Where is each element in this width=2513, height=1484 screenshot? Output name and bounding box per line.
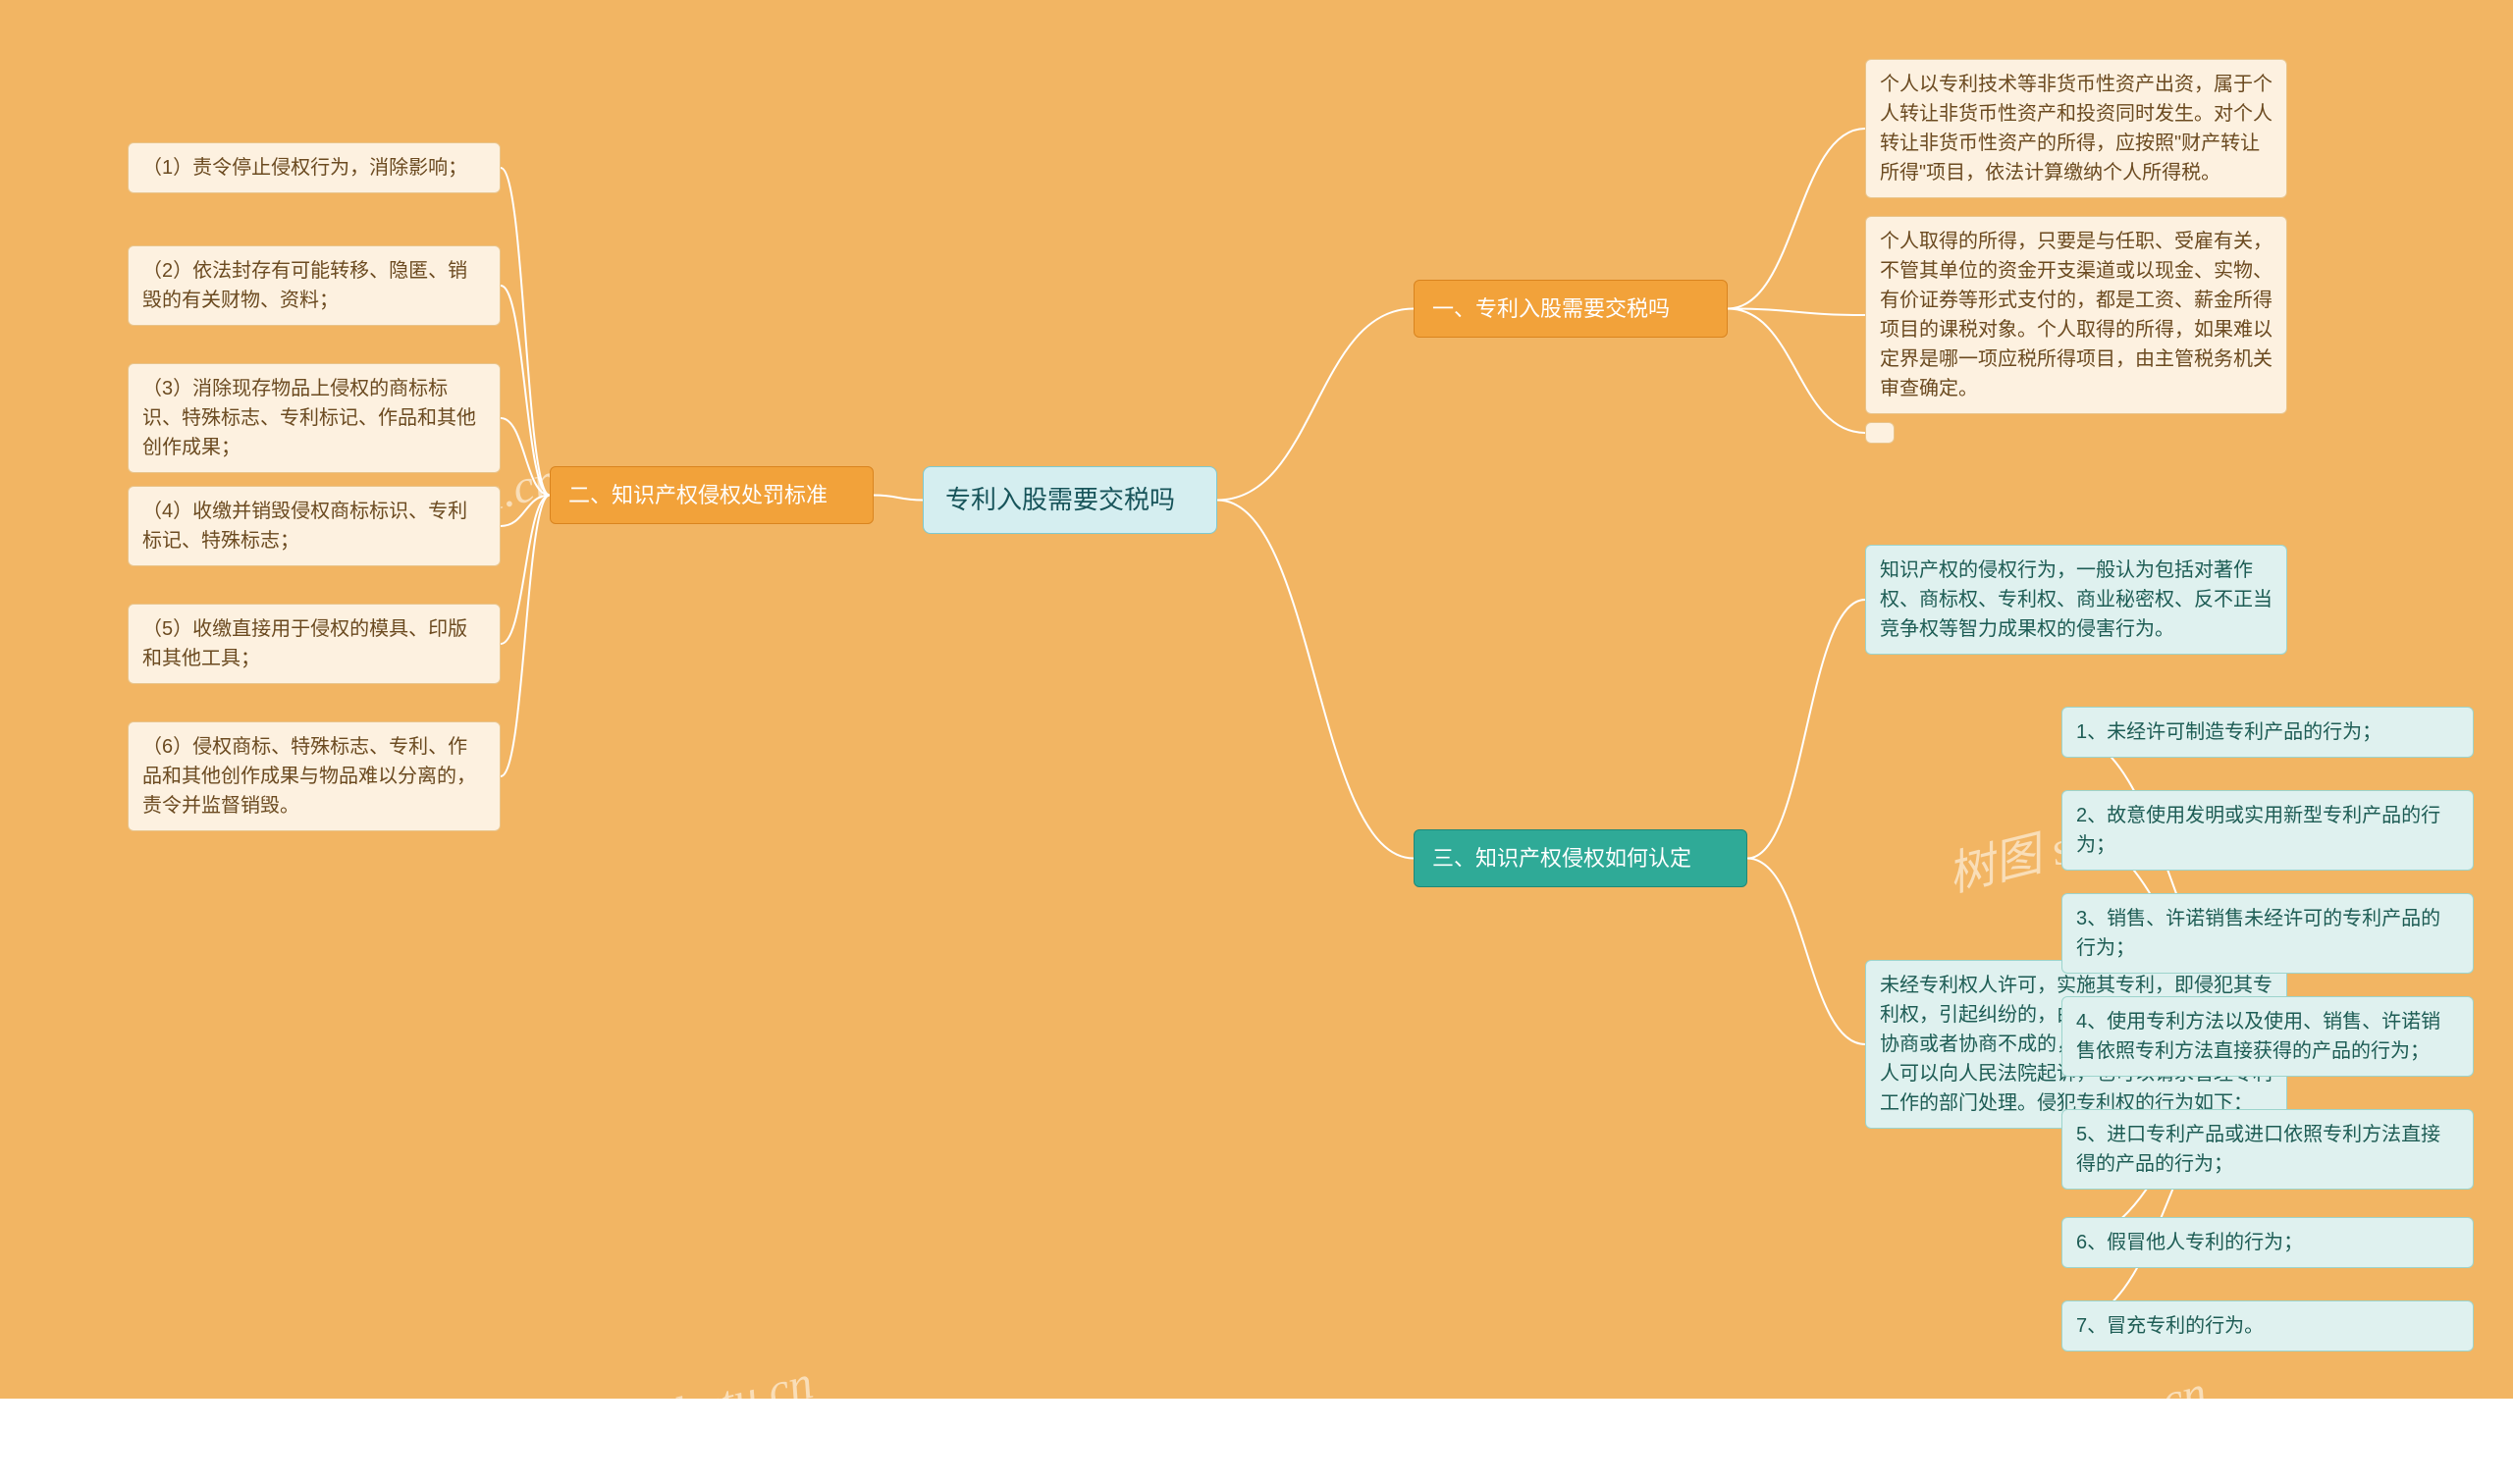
leaf-b3c2g4: 4、使用专利方法以及使用、销售、许诺销售依照专利方法直接获得的产品的行为；: [2061, 996, 2474, 1077]
leaf-b2c1-label: （1）责令停止侵权行为，消除影响；: [142, 157, 467, 179]
branch-b2: 二、知识产权侵权处罚标准: [550, 466, 874, 524]
leaf-b2c3-label: （3）消除现存物品上侵权的商标标识、特殊标志、专利标记、作品和其他创作成果；: [142, 378, 476, 458]
leaf-b3c2g6-label: 6、假冒他人专利的行为；: [2076, 1232, 2303, 1253]
leaf-b3c2g7: 7、冒充专利的行为。: [2061, 1300, 2474, 1352]
leaf-b2c1: （1）责令停止侵权行为，消除影响；: [128, 142, 501, 193]
leaf-b3c2g3: 3、销售、许诺销售未经许可的专利产品的行为；: [2061, 893, 2474, 974]
watermark: 树图 shutu.cn: [1940, 1352, 2213, 1483]
root-node-label: 专利入股需要交税吗: [945, 485, 1175, 514]
leaf-b2c6: （6）侵权商标、特殊标志、专利、作品和其他创作成果与物品难以分离的，责令并监督销…: [128, 721, 501, 831]
leaf-b3c1-label: 知识产权的侵权行为，一般认为包括对著作权、商标权、专利权、商业秘密权、反不正当竞…: [1880, 559, 2272, 640]
branch-b3: 三、知识产权侵权如何认定: [1414, 829, 1747, 887]
leaf-b2c4-label: （4）收缴并销毁侵权商标标识、专利标记、特殊标志；: [142, 501, 467, 552]
leaf-b2c2-label: （2）依法封存有可能转移、隐匿、销毁的有关财物、资料；: [142, 260, 467, 311]
leaf-b3c2g2-label: 2、故意使用发明或实用新型专利产品的行为；: [2076, 805, 2440, 856]
leaf-b3c2g1-label: 1、未经许可制造专利产品的行为；: [2076, 721, 2381, 743]
leaf-b1c1: 个人以专利技术等非货币性资产出资，属于个人转让非货币性资产和投资同时发生。对个人…: [1865, 59, 2287, 198]
leaf-b2c6-label: （6）侵权商标、特殊标志、专利、作品和其他创作成果与物品难以分离的，责令并监督销…: [142, 736, 476, 817]
leaf-b3c2g5: 5、进口专利产品或进口依照专利方法直接得的产品的行为；: [2061, 1109, 2474, 1190]
leaf-b3c2g3-label: 3、销售、许诺销售未经许可的专利产品的行为；: [2076, 908, 2440, 959]
leaf-b1c2: 个人取得的所得，只要是与任职、受雇有关，不管其单位的资金开支渠道或以现金、实物、…: [1865, 216, 2287, 414]
leaf-b3c1: 知识产权的侵权行为，一般认为包括对著作权、商标权、专利权、商业秘密权、反不正当竞…: [1865, 545, 2287, 655]
leaf-b1c1-label: 个人以专利技术等非货币性资产出资，属于个人转让非货币性资产和投资同时发生。对个人…: [1880, 74, 2272, 184]
leaf-b3c2g6: 6、假冒他人专利的行为；: [2061, 1217, 2474, 1268]
leaf-b3c2g7-label: 7、冒充专利的行为。: [2076, 1315, 2264, 1337]
leaf-b2c2: （2）依法封存有可能转移、隐匿、销毁的有关财物、资料；: [128, 245, 501, 326]
leaf-b3c2g4-label: 4、使用专利方法以及使用、销售、许诺销售依照专利方法直接获得的产品的行为；: [2076, 1011, 2440, 1062]
mindmap-canvas: 树图 shutu.cn树图 shutu.cn树图 shutu.cn树图 shut…: [0, 0, 2513, 1399]
leaf-b3c2g1: 1、未经许可制造专利产品的行为；: [2061, 707, 2474, 758]
leaf-b2c5-label: （5）收缴直接用于侵权的模具、印版和其他工具；: [142, 618, 467, 669]
leaf-b2c3: （3）消除现存物品上侵权的商标标识、特殊标志、专利标记、作品和其他创作成果；: [128, 363, 501, 473]
leaf-b1c3: [1865, 422, 1895, 444]
root-node: 专利入股需要交税吗: [923, 466, 1217, 534]
leaf-b2c4: （4）收缴并销毁侵权商标标识、专利标记、特殊标志；: [128, 486, 501, 566]
leaf-b1c2-label: 个人取得的所得，只要是与任职、受雇有关，不管其单位的资金开支渠道或以现金、实物、…: [1880, 231, 2272, 399]
branch-b1: 一、专利入股需要交税吗: [1414, 280, 1728, 338]
branch-b1-label: 一、专利入股需要交税吗: [1432, 296, 1670, 321]
branch-b3-label: 三、知识产权侵权如何认定: [1432, 846, 1691, 871]
branch-b2-label: 二、知识产权侵权处罚标准: [568, 483, 828, 507]
leaf-b3c2g2: 2、故意使用发明或实用新型专利产品的行为；: [2061, 790, 2474, 871]
watermark: 树图 shutu.cn: [546, 1343, 819, 1473]
leaf-b2c5: （5）收缴直接用于侵权的模具、印版和其他工具；: [128, 604, 501, 684]
leaf-b3c2g5-label: 5、进口专利产品或进口依照专利方法直接得的产品的行为；: [2076, 1124, 2440, 1175]
